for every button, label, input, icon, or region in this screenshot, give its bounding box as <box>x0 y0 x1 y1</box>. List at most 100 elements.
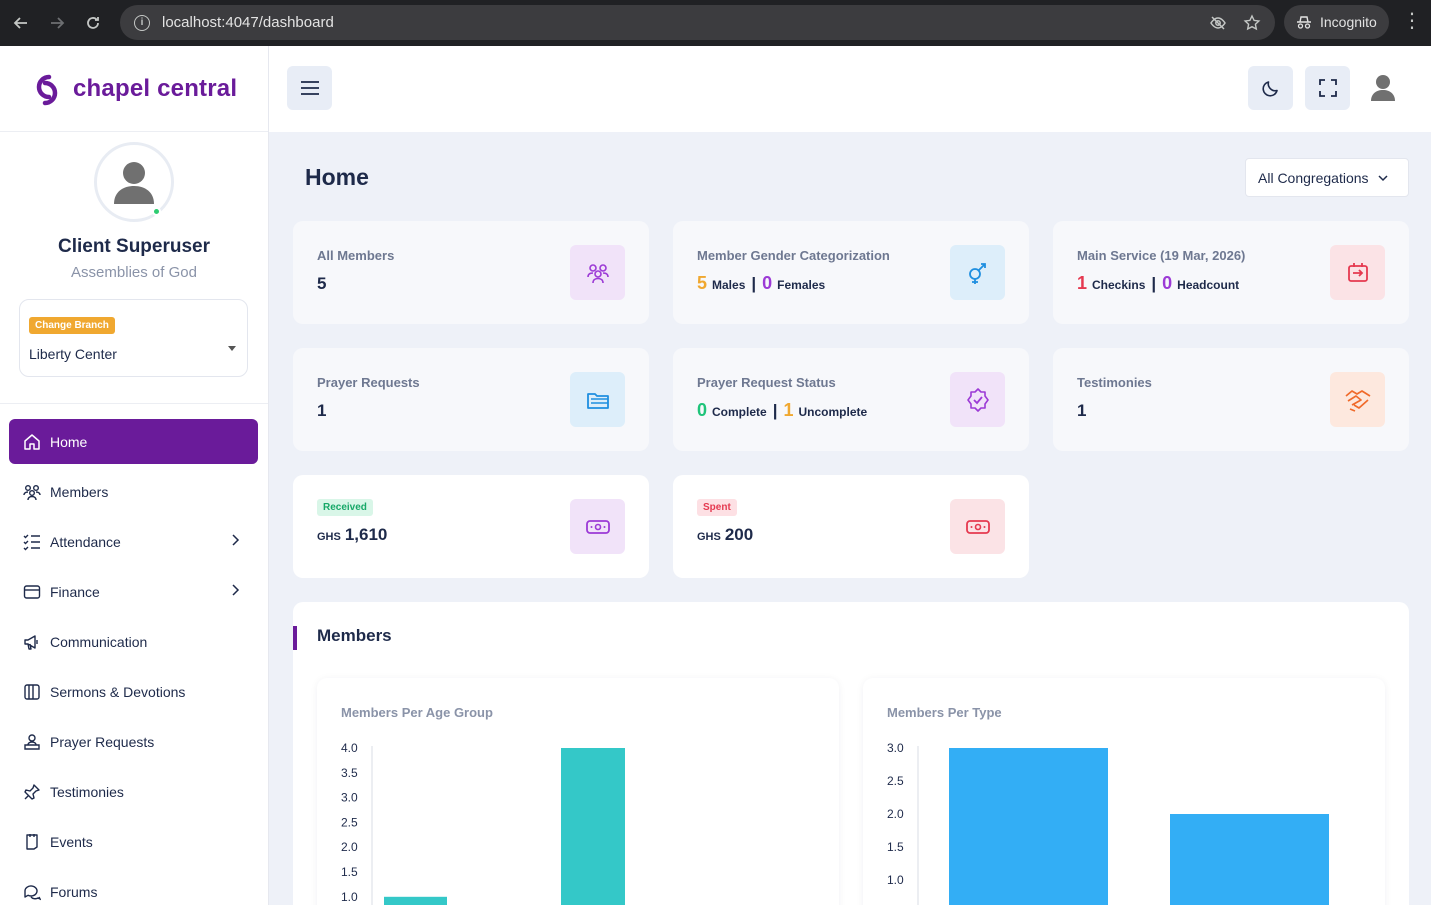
received-card[interactable]: Received GHS 1,610 <box>293 475 649 578</box>
sidebar-item-label: Testimonies <box>50 783 124 800</box>
y-tick-label: 2.5 <box>341 815 358 829</box>
sidebar-item-label: Communication <box>50 633 148 650</box>
sidebar-item-label: Prayer Requests <box>50 733 155 750</box>
top-navbar <box>269 46 1431 132</box>
headcount-count: 0 <box>1162 273 1173 293</box>
y-tick-label: 3.0 <box>887 741 904 755</box>
sidebar-item-events[interactable]: Events <box>9 819 258 864</box>
hands-icon <box>23 733 41 751</box>
card-label: Prayer Request Status <box>697 375 836 390</box>
user-icon <box>1371 75 1395 101</box>
service-split: 1 Checkins | 0 Headcount <box>1077 273 1239 294</box>
fullscreen-button[interactable] <box>1305 66 1350 110</box>
login-icon <box>1330 245 1385 300</box>
congregation-select[interactable]: All Congregations <box>1245 158 1409 197</box>
prayer-status-card[interactable]: Prayer Request Status 0 Complete | 1 Unc… <box>673 348 1029 451</box>
back-icon[interactable] <box>3 5 39 41</box>
browser-menu-icon[interactable]: ⋮ <box>1402 10 1422 32</box>
currency: GHS <box>317 531 341 543</box>
sidebar-item-forums[interactable]: Forums <box>9 869 258 905</box>
amount: 1,610 <box>344 525 388 544</box>
received-amount: GHS 1,610 <box>317 525 387 545</box>
logo[interactable]: chapel central <box>0 46 268 132</box>
site-info-icon[interactable]: i <box>134 14 150 31</box>
address-bar[interactable]: i localhost:4047/dashboard <box>120 5 1275 40</box>
sidebar: chapel central Client Superuser Assembli… <box>0 46 269 905</box>
prayer-requests-card[interactable]: Prayer Requests 1 <box>293 348 649 451</box>
sidebar-item-communication[interactable]: Communication <box>9 619 258 664</box>
testimonies-card[interactable]: Testimonies 1 <box>1053 348 1409 451</box>
user-profile: Client Superuser Assemblies of God <box>0 132 268 281</box>
bar[interactable] <box>949 748 1108 905</box>
cash-icon <box>950 499 1005 554</box>
y-tick-label: 2.0 <box>887 807 904 821</box>
gender-icon <box>950 245 1005 300</box>
dark-mode-button[interactable] <box>1248 66 1293 110</box>
incognito-indicator[interactable]: Incognito <box>1284 5 1389 39</box>
all-members-card[interactable]: All Members 5 <box>293 221 649 324</box>
megaphone-icon <box>23 633 41 651</box>
sidebar-item-home[interactable]: Home <box>9 419 258 464</box>
members-section: Members Members Per Age Group 4.0 3.5 3.0 2… <box>293 602 1409 905</box>
received-badge: Received <box>317 499 373 516</box>
main-service-card[interactable]: Main Service (19 Mar, 2026) 1 Checkins |… <box>1053 221 1409 324</box>
uncomplete-count: 1 <box>783 400 794 420</box>
handshake-icon <box>1330 372 1385 427</box>
wallet-icon <box>23 583 41 601</box>
spent-amount: GHS 200 <box>697 525 753 545</box>
checkins-count: 1 <box>1077 273 1088 293</box>
folder-icon <box>570 372 625 427</box>
card-label: Main Service (19 Mar, 2026) <box>1077 248 1246 263</box>
sidebar-item-prayer-requests[interactable]: Prayer Requests <box>9 719 258 764</box>
url-text: localhost:4047/dashboard <box>162 14 334 31</box>
reload-icon[interactable] <box>75 5 111 41</box>
chart-title: Members Per Age Group <box>341 705 493 720</box>
complete-label: Complete <box>712 405 767 419</box>
separator: | <box>751 274 757 293</box>
chevron-right-icon <box>230 533 240 550</box>
bar[interactable] <box>1170 814 1329 905</box>
sidebar-item-label: Sermons & Devotions <box>50 683 186 700</box>
congregation-select-value: All Congregations <box>1258 169 1369 186</box>
females-label: Females <box>777 278 826 292</box>
males-label: Males <box>712 278 746 292</box>
y-tick-label: 1.5 <box>341 865 358 879</box>
gender-categorization-card[interactable]: Member Gender Categorization 5 Males | 0… <box>673 221 1029 324</box>
avatar[interactable] <box>94 142 174 222</box>
books-icon <box>23 683 41 701</box>
incognito-icon <box>1297 16 1311 29</box>
forward-icon[interactable] <box>39 5 75 41</box>
user-menu-avatar[interactable] <box>1370 74 1396 107</box>
males-count: 5 <box>697 273 708 293</box>
separator: | <box>772 401 778 420</box>
sidebar-item-members[interactable]: Members <box>9 469 258 514</box>
y-tick-label: 1.0 <box>341 890 358 904</box>
card-label: All Members <box>317 248 395 263</box>
bar[interactable] <box>561 748 625 905</box>
checkins-label: Checkins <box>1092 278 1146 292</box>
sidebar-item-finance[interactable]: Finance <box>9 569 258 614</box>
member-type-bar-chart: 3.0 2.5 2.0 1.5 1.0 <box>887 741 1329 905</box>
sidebar-item-label: Home <box>50 433 88 450</box>
star-icon[interactable] <box>1243 13 1261 32</box>
badge-check-icon <box>950 372 1005 427</box>
eye-off-icon[interactable] <box>1209 14 1227 32</box>
chapel-central-logo-icon <box>36 74 58 105</box>
sidebar-item-sermons[interactable]: Sermons & Devotions <box>9 669 258 714</box>
change-branch-badge: Change Branch <box>29 317 115 334</box>
menu-toggle-button[interactable] <box>287 66 332 110</box>
bar[interactable] <box>384 896 447 905</box>
sidebar-item-testimonies[interactable]: Testimonies <box>9 769 258 814</box>
sidebar-item-attendance[interactable]: Attendance <box>9 519 258 564</box>
browser-toolbar: i localhost:4047/dashboard Incognito ⋮ <box>0 0 1431 46</box>
moon-icon <box>1261 81 1278 97</box>
fullscreen-icon <box>1318 79 1337 97</box>
spent-card[interactable]: Spent GHS 200 <box>673 475 1029 578</box>
headcount-label: Headcount <box>1177 278 1240 292</box>
branch-value: Liberty Center <box>29 346 117 362</box>
card-value: 1 <box>1077 401 1087 420</box>
branch-selector[interactable]: Change Branch Liberty Center <box>19 299 248 377</box>
uncomplete-label: Uncomplete <box>798 405 868 419</box>
chat-icon <box>23 883 41 901</box>
card-label: Member Gender Categorization <box>697 248 890 263</box>
